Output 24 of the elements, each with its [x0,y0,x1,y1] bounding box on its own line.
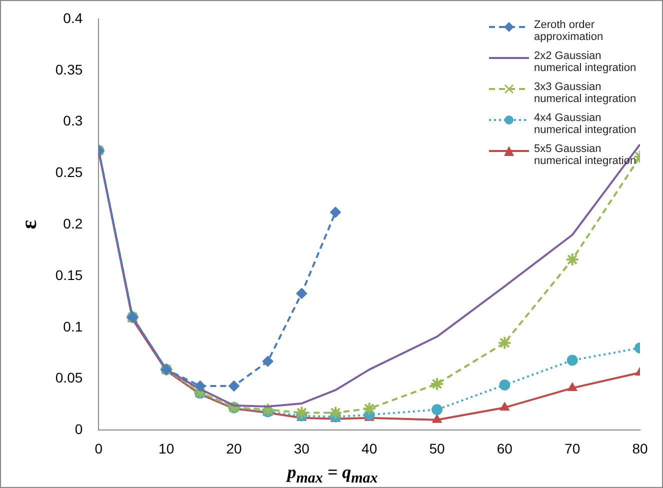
x-axis-title: p$_{max}$ = q$_{max}$ [285,462,379,488]
y-tick-label: 0.2 [63,215,83,232]
legend-label: 2x2 Gaussian numerical integration [534,50,638,74]
x-tick-label: 70 [564,440,580,456]
x-tick-label: 0 [94,440,103,456]
y-tick-label: 0 [74,421,83,438]
x-tick-label: 10 [158,440,174,456]
legend-label: 3x3 Gaussian numerical integration [534,81,638,105]
x-tick-label: 60 [496,440,513,456]
x-tick-label: 80 [632,440,648,456]
y-tick-label: 0.4 [63,10,83,26]
y-tick-label: 0.15 [55,266,83,283]
y-tick-label: 0.05 [55,370,83,386]
y-tick-label: 0.1 [63,318,83,334]
y-axis-title: ε [16,220,41,230]
legend-label: 4x4 Gaussian numerical integration [534,112,638,136]
x-tick-label: 50 [429,440,445,456]
x-tick-label: 40 [362,440,378,456]
y-tick-label: 0.25 [55,164,83,180]
y-tick-label: 0.3 [63,112,83,129]
x-tick-label: 20 [226,440,242,456]
x-tick-label: 30 [294,440,310,456]
legend-label: Zeroth order approximation [534,19,604,43]
y-tick-label: 0.35 [55,61,83,78]
